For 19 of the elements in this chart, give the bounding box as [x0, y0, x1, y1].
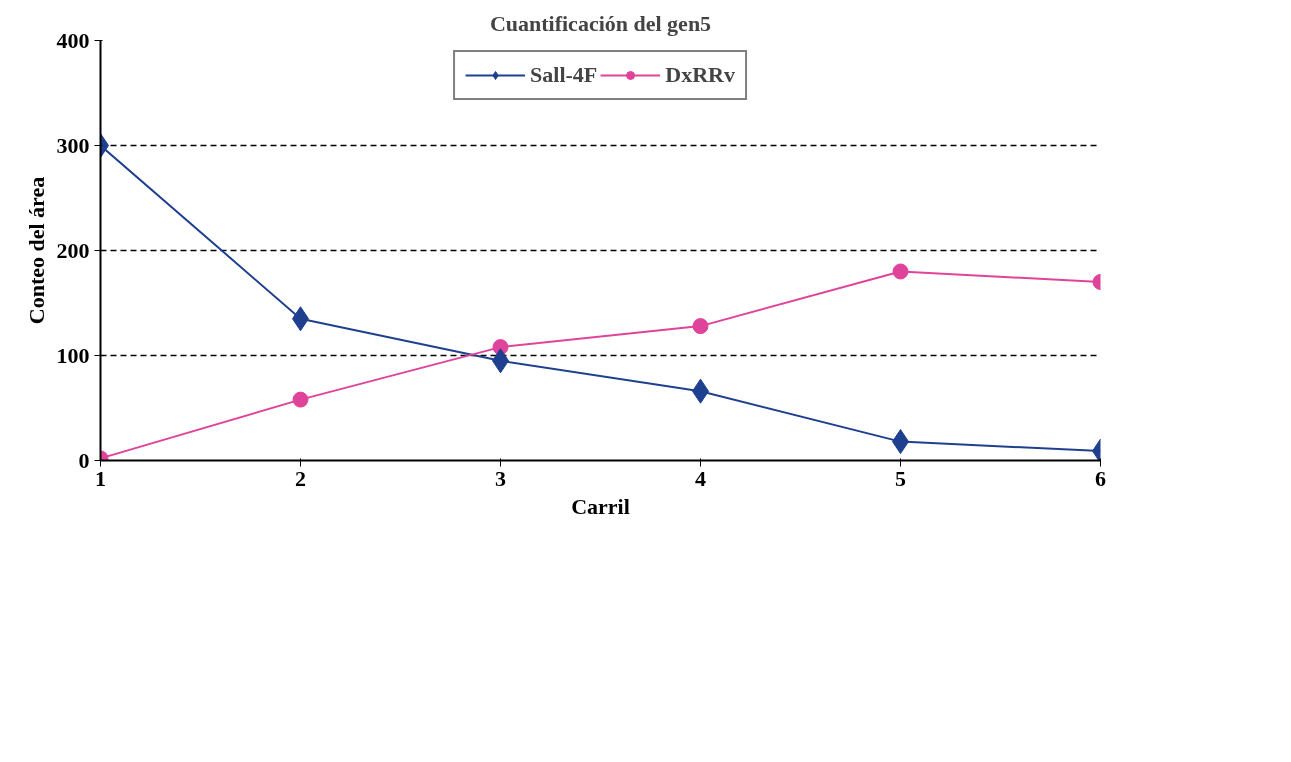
- chart-title: Cuantificación del gen5: [489, 10, 712, 36]
- y-tick-label: 0: [78, 447, 90, 473]
- y-tick-label: 300: [56, 132, 90, 158]
- x-tick-label: 6: [1095, 465, 1106, 491]
- point: [892, 263, 909, 280]
- y-tick-label: 400: [56, 27, 90, 53]
- y-tick-label: 100: [56, 342, 90, 368]
- x-tick-label: 4: [695, 465, 706, 491]
- legend-label: Sall-4F: [530, 62, 598, 88]
- x-tick-label: 1: [95, 465, 106, 491]
- x-axis-title: Carril: [571, 493, 630, 519]
- x-tick-label: 5: [895, 465, 906, 491]
- y-tick-label: 200: [56, 237, 90, 263]
- legend-label: DxRRv: [665, 62, 735, 88]
- x-tick-label: 2: [295, 465, 306, 491]
- point: [292, 391, 309, 408]
- y-axis-title: Conteo del área: [23, 176, 49, 325]
- point: [692, 318, 709, 335]
- x-tick-label: 3: [495, 465, 506, 491]
